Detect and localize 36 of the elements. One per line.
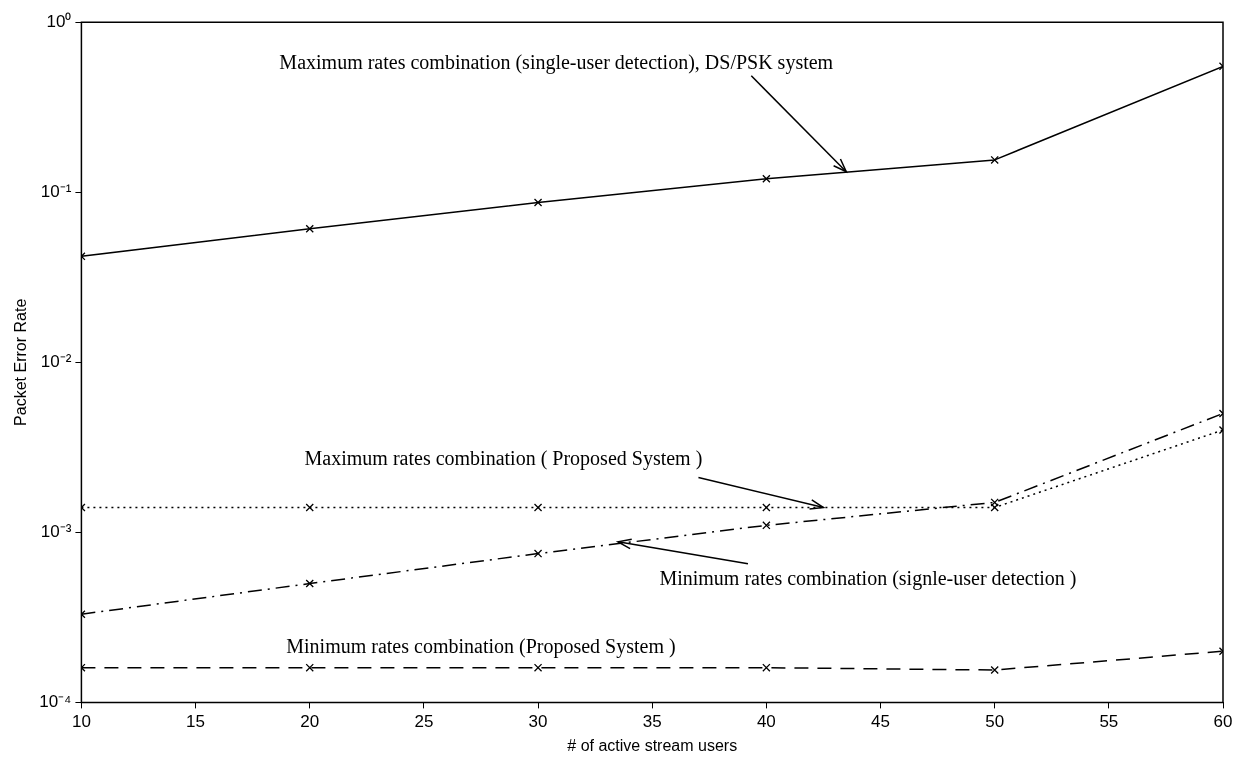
y-axis-title: Packet Error Rate: [12, 298, 30, 426]
annotation: Minimum rates combination (Proposed System ): [286, 635, 676, 659]
point: [533, 198, 543, 207]
point: [762, 663, 771, 672]
point: [762, 503, 771, 512]
point: [762, 521, 771, 530]
point: [990, 155, 999, 165]
x-axis-title: # of active stream users: [567, 736, 738, 754]
y-tick-label: 10⁻⁴: [39, 692, 72, 712]
y-tick-label: 10⁻³: [40, 522, 72, 542]
x-tick-label: 60: [1213, 712, 1233, 732]
x-tick-label: 35: [642, 712, 662, 732]
point: [533, 503, 543, 512]
y-tick-label: 10⁰: [46, 11, 72, 31]
x-tick-label: 45: [871, 712, 890, 732]
x-tick-label: 10: [71, 712, 91, 732]
annotation: Maximum rates combination ( Proposed System ): [304, 446, 703, 470]
x-tick-label: 20: [300, 712, 320, 732]
point: [990, 665, 999, 675]
annotation: Minimum rates combination (signle-user detection ): [659, 567, 1077, 591]
point: [305, 579, 314, 588]
point: [533, 663, 543, 672]
y-tick-label: 10⁻²: [40, 351, 72, 371]
point: [305, 224, 314, 233]
x-tick-label: 30: [528, 712, 548, 732]
x-tick-label: 25: [414, 712, 434, 732]
point: [305, 503, 314, 512]
x-tick-label: 50: [985, 712, 1005, 732]
x-tick-label: 40: [756, 712, 776, 732]
x-tick-label: 55: [1099, 712, 1119, 732]
y-tick-label: 10⁻¹: [40, 181, 72, 201]
point: [305, 663, 314, 672]
point: [533, 549, 543, 558]
x-tick-label: 15: [186, 712, 206, 732]
annotation: Maximum rates combination (single-user detection), DS/PSK system: [279, 51, 834, 74]
point: [762, 174, 771, 183]
